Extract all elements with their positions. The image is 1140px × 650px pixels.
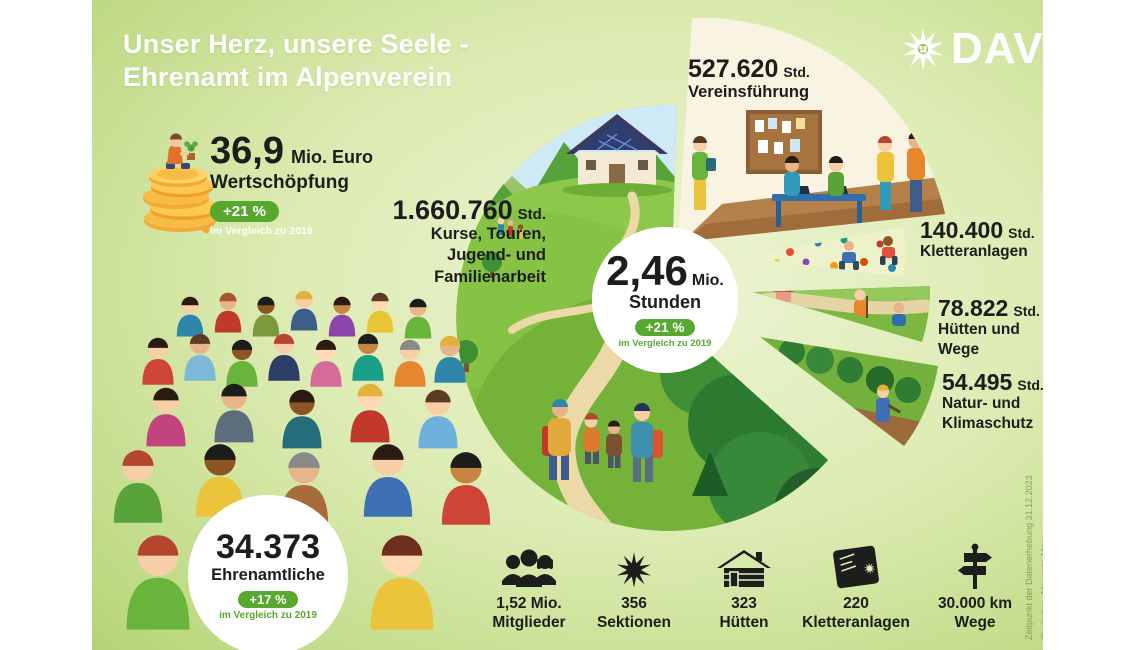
huetten-wege-label: Hütten und Wege bbox=[938, 321, 1020, 358]
dav-logo: DAV bbox=[900, 26, 1043, 72]
dav-logo-text: DAV bbox=[951, 24, 1043, 73]
credits-text: Zeitpunkt der Datenerhebung 31.12.2023 I… bbox=[1022, 440, 1043, 640]
vereinsfuehrung-value: 527.620 bbox=[688, 55, 779, 83]
footer-stat-wege: 30.000 km Wege bbox=[900, 543, 1043, 633]
mitglieder-label: Mitglieder bbox=[492, 614, 566, 632]
slice-label-huetten-wege: 78.822 Std. Hütten und Wege bbox=[938, 296, 1043, 360]
wertschoepfung-unit: Mio. Euro bbox=[290, 147, 373, 167]
total-hours-badge: 2,46 Mio. Stunden +21 % im Vergleich zu … bbox=[592, 227, 738, 373]
kletteranlagen-unit: Std. bbox=[1008, 225, 1035, 241]
climbing-wall-icon bbox=[830, 543, 882, 589]
page-title: Unser Herz, unsere Seele - Ehrenamt im A… bbox=[123, 28, 469, 94]
footer-stat-mitglieder: 1,52 Mio. Mitglieder bbox=[454, 543, 604, 633]
kurse-label-line2: Jugend- und bbox=[447, 246, 546, 265]
volunteers-label: Ehrenamtliche bbox=[211, 565, 325, 584]
kletteranlagen-label: Kletteranlagen bbox=[920, 243, 1028, 261]
wertschoepfung-stat: 36,9 Mio. Euro Wertschöpfung +21 % im Ve… bbox=[210, 132, 373, 237]
signpost-icon bbox=[954, 543, 996, 589]
total-hours-label: Stunden bbox=[629, 291, 701, 312]
kletteranlagen-value: 140.400 bbox=[920, 217, 1004, 243]
kletteranlagen-stat-label: Kletteranlagen bbox=[802, 614, 910, 632]
mitglieder-value: 1,52 Mio. bbox=[496, 595, 562, 612]
huetten-wege-value: 78.822 bbox=[938, 295, 1009, 321]
total-hours-compare-note: im Vergleich zu 2019 bbox=[618, 337, 712, 349]
pie-slice-kletteranlagen-illustration bbox=[743, 227, 905, 277]
total-hours-value: 2,46 bbox=[606, 247, 688, 295]
natur-unit: Std. bbox=[1017, 377, 1043, 393]
kurse-label-line3: Familienarbeit bbox=[434, 267, 546, 286]
kletteranlagen-stat-value: 220 bbox=[843, 595, 869, 612]
kurse-unit: Std. bbox=[517, 206, 546, 223]
sektionen-label: Sektionen bbox=[596, 614, 672, 632]
slice-label-kletteranlagen: 140.400 Std. Kletteranlagen bbox=[920, 218, 1035, 262]
huetten-wege-unit: Std. bbox=[1013, 303, 1040, 319]
kurse-value: 1.660.760 bbox=[392, 195, 513, 225]
vereinsfuehrung-label: Vereinsführung bbox=[688, 83, 810, 102]
natur-value: 54.495 bbox=[942, 369, 1013, 395]
wertschoepfung-change-badge: +21 % bbox=[210, 201, 279, 222]
total-hours-unit: Mio. bbox=[691, 272, 724, 290]
volunteers-change-badge: +17 % bbox=[238, 590, 298, 608]
vereinsfuehrung-unit: Std. bbox=[783, 64, 810, 80]
footer-stat-sektionen: 356 Sektionen bbox=[559, 543, 709, 633]
sektionen-value: 356 bbox=[621, 595, 647, 612]
slice-label-vereinsfuehrung: 527.620 Std. Vereinsführung bbox=[688, 56, 810, 103]
credits-line2: Illustration: Marmota Maps bbox=[1039, 533, 1043, 640]
volunteers-compare-note: im Vergleich zu 2019 bbox=[219, 609, 317, 621]
wertschoepfung-value: 36,9 bbox=[210, 130, 284, 172]
footer-stat-kletteranlagen: 220 Kletteranlagen bbox=[781, 543, 931, 633]
infographic-canvas: Unser Herz, unsere Seele - Ehrenamt im A… bbox=[92, 0, 1043, 650]
kurse-label-line1: Kurse, Touren, bbox=[430, 225, 546, 244]
members-icon bbox=[500, 543, 558, 589]
huetten-value: 323 bbox=[731, 595, 757, 612]
hut-icon bbox=[716, 543, 772, 589]
edelweiss-icon bbox=[615, 543, 653, 589]
hikers-illustration bbox=[542, 399, 663, 482]
edelweiss-logo-icon bbox=[902, 27, 944, 71]
wertschoepfung-compare-note: im Vergleich zu 2019 bbox=[210, 225, 313, 237]
total-hours-change-badge: +21 % bbox=[634, 318, 696, 336]
wege-label: Wege bbox=[954, 614, 996, 632]
pie-slice-huetten-wege-illustration bbox=[753, 286, 931, 342]
slice-label-natur-klimaschutz: 54.495 Std. Natur- und Klimaschutz bbox=[942, 370, 1043, 434]
title-line-2: Ehrenamt im Alpenverein bbox=[123, 62, 453, 92]
pie-slice-vereinsfuehrung-illustration bbox=[678, 17, 945, 242]
volunteers-badge: 34.373 Ehrenamtliche +17 % im Vergleich … bbox=[188, 495, 348, 650]
natur-label-line2: Klimaschutz bbox=[942, 414, 1034, 432]
volunteers-value: 34.373 bbox=[216, 527, 320, 566]
credits-line1: Zeitpunkt der Datenerhebung 31.12.2023 bbox=[1024, 475, 1034, 640]
natur-label-line1: Natur- und bbox=[942, 395, 1021, 413]
footer-stat-huetten: 323 Hütten bbox=[669, 543, 819, 633]
coin-stack-illustration bbox=[143, 133, 218, 234]
title-line-1: Unser Herz, unsere Seele - bbox=[123, 29, 469, 59]
huetten-label: Hütten bbox=[719, 614, 769, 632]
slice-label-kurse: 1.660.760 Std. Kurse, Touren, Jugend- un… bbox=[370, 196, 546, 288]
wege-value: 30.000 km bbox=[937, 595, 1013, 612]
wertschoepfung-label: Wertschöpfung bbox=[210, 172, 349, 193]
